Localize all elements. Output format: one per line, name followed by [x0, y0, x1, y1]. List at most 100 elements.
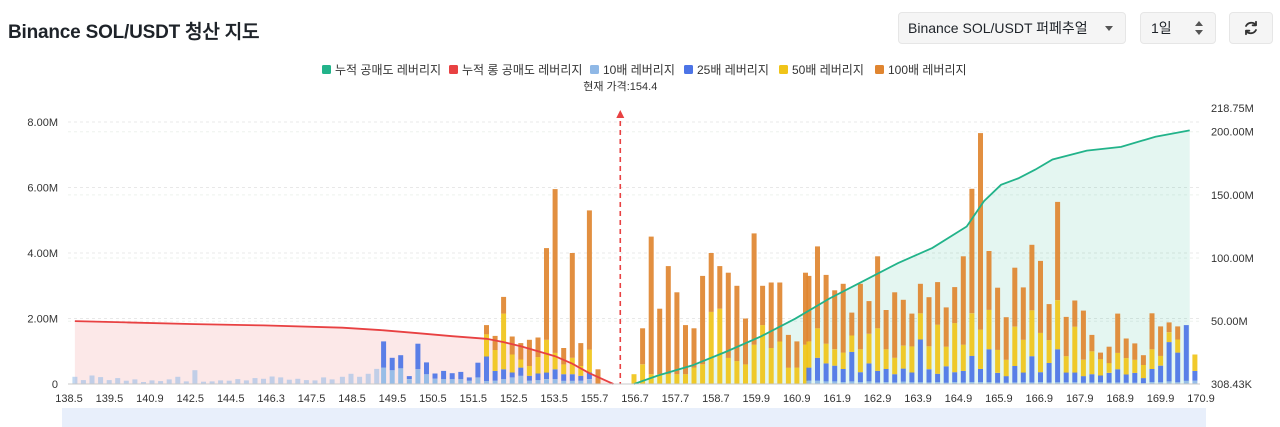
bar-lev25 [389, 357, 395, 371]
bar-lev50 [1106, 363, 1112, 373]
range-select[interactable]: 1일 [1140, 12, 1216, 44]
bar-lev50 [569, 357, 575, 375]
bar-lev10 [960, 382, 966, 384]
bar-lev10 [1072, 382, 1078, 384]
bar-lev50 [952, 323, 958, 373]
x-tick-label: 157.7 [662, 393, 690, 405]
bar-lev100 [657, 308, 663, 375]
bar-lev50 [969, 313, 975, 356]
bar-lev25 [1175, 352, 1181, 383]
bar-lev10 [252, 378, 258, 384]
bar-lev100 [832, 290, 838, 350]
bar-lev25 [552, 369, 558, 380]
bar-lev25 [823, 363, 829, 382]
bar-lev25 [586, 372, 592, 379]
bar-lev10 [1132, 382, 1138, 384]
bar-lev50 [909, 346, 915, 373]
x-tick-label: 169.9 [1147, 393, 1175, 405]
bar-lev10 [295, 378, 301, 384]
refresh-button[interactable] [1229, 12, 1273, 44]
bar-lev100 [1132, 343, 1138, 360]
legend-label: 100배 레버리지 [888, 63, 967, 77]
bar-lev25 [1140, 378, 1146, 383]
legend-label: 누적 공매도 레버리지 [335, 63, 441, 77]
bar-lev50 [1140, 365, 1146, 379]
bar-lev25 [561, 374, 567, 381]
bar-lev100 [569, 253, 575, 358]
y-right-tick-label: 308.43K [1211, 379, 1253, 391]
bar-lev100 [665, 266, 671, 375]
bar-lev25 [509, 372, 515, 378]
bar-lev10 [357, 376, 363, 384]
bar-lev100 [700, 275, 706, 365]
bar-lev10 [1106, 382, 1112, 384]
bar-lev25 [1046, 363, 1052, 383]
bar-lev25 [492, 370, 498, 381]
bar-lev25 [569, 374, 575, 381]
bar-lev10 [106, 380, 112, 384]
bar-lev50 [657, 374, 663, 384]
bar-lev10 [424, 374, 429, 384]
x-tick-label: 148.5 [338, 393, 366, 405]
bar-lev25 [883, 368, 889, 382]
bar-lev10 [80, 380, 86, 384]
bar-lev100 [683, 325, 688, 375]
bar-lev100 [760, 285, 766, 326]
bar-lev25 [900, 368, 906, 382]
x-tick-label: 142.5 [177, 393, 205, 405]
bar-lev100 [1029, 244, 1035, 311]
bar-lev10 [1055, 382, 1061, 384]
bar-lev100 [917, 283, 923, 314]
bar-lev10 [269, 376, 275, 384]
bar-lev50 [892, 357, 898, 375]
bar-lev100 [743, 318, 748, 365]
bar-lev10 [339, 376, 345, 384]
bar-lev100 [883, 310, 889, 350]
bar-lev50 [1175, 339, 1181, 353]
bar-lev100 [768, 282, 774, 348]
bar-lev10 [209, 381, 215, 384]
bar-lev25 [926, 369, 932, 383]
bar-lev25 [1115, 369, 1121, 383]
legend-swatch [684, 65, 693, 74]
bar-lev10 [935, 382, 941, 384]
legend-swatch [590, 65, 599, 74]
market-select[interactable]: Binance SOL/USDT 퍼페추얼 [898, 12, 1126, 44]
bar-lev25 [1123, 374, 1129, 383]
x-tick-label: 167.9 [1066, 393, 1094, 405]
bar-lev50 [960, 344, 966, 371]
bar-lev100 [1106, 346, 1112, 364]
bar-lev50 [665, 374, 671, 384]
bar-lev50 [586, 349, 592, 373]
bar-lev50 [986, 310, 992, 350]
bar-lev10 [866, 381, 872, 384]
bar-lev100 [648, 236, 654, 375]
bar-lev25 [1098, 375, 1103, 383]
bar-lev50 [1038, 332, 1043, 373]
bar-lev100 [1080, 310, 1086, 360]
bar-lev50 [823, 343, 829, 364]
x-tick-label: 159.9 [743, 393, 771, 405]
y-right-tick-label: 200.00M [1211, 127, 1254, 139]
bar-lev100 [484, 325, 489, 335]
x-tick-label: 153.5 [540, 393, 568, 405]
bar-lev50 [1055, 300, 1061, 350]
bar-lev10 [892, 382, 898, 384]
bar-lev10 [432, 378, 438, 384]
x-tick-label: 147.5 [298, 393, 326, 405]
bar-lev100 [509, 336, 515, 355]
bar-lev25 [1080, 376, 1086, 383]
bar-lev50 [1089, 351, 1095, 375]
bar-lev10 [1123, 382, 1129, 384]
bar-lev25 [952, 372, 958, 382]
bar-lev10 [449, 379, 455, 384]
bar-lev100 [866, 301, 872, 334]
bar-lev50 [526, 366, 532, 376]
bar-lev100 [815, 246, 820, 329]
bar-lev10 [278, 377, 284, 384]
bar-lev100 [1123, 338, 1129, 359]
bar-lev50 [785, 367, 791, 384]
bar-lev50 [552, 352, 558, 370]
bar-lev25 [960, 370, 966, 383]
bar-lev100 [794, 341, 800, 368]
